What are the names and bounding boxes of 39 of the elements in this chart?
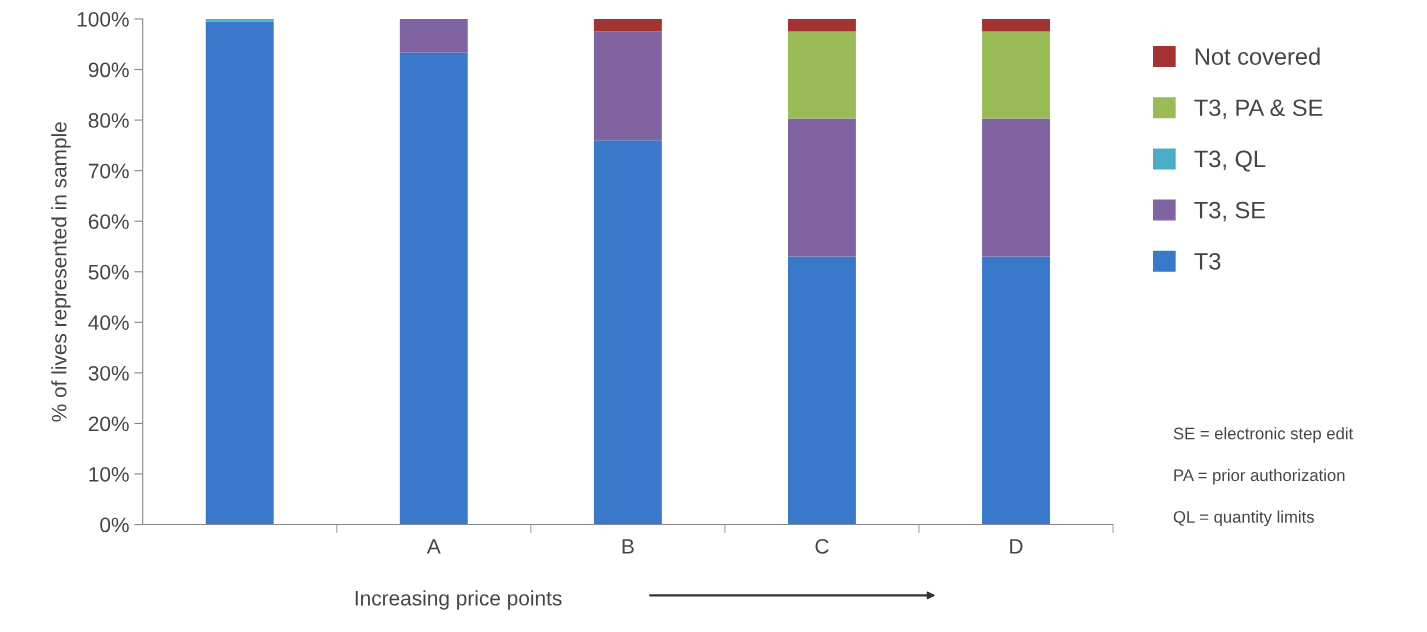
bar [982,31,1050,119]
y-tick-label: 10% [89,467,129,482]
x-tick-label: B [622,539,634,554]
bar [982,256,1050,525]
legend-label: T3, SE [1194,201,1266,222]
y-tick-label: 70% [88,163,129,179]
bar [593,31,662,141]
x-axis-title: Increasing price points [355,590,562,610]
y-tick-label: 0% [100,517,129,533]
bar [982,118,1050,257]
legend-label: T3 [1194,252,1221,270]
text: QL = quantity limits [1173,510,1314,527]
text: PA = prior authorization [1174,468,1345,485]
x-tick-label: D [1010,539,1023,554]
y-tick-label: 100% [77,11,129,27]
bar [787,118,856,257]
bar [205,21,274,525]
bar [593,18,662,32]
bar [593,140,662,525]
text: SE = electronic step edit [1173,427,1354,443]
y-tick-label: 30% [88,365,129,381]
bar [399,52,468,525]
legend-label: Not covered [1195,47,1320,65]
legend-label: T3, PA & SE [1194,99,1323,119]
y-tick-label: 40% [88,315,129,331]
bar [399,18,468,53]
y-tick-label: 50% [88,264,129,280]
x-tick-label: A [426,539,441,554]
x-tick-label: C [815,539,829,554]
y-tick-label: 20% [88,416,129,432]
bar [787,18,856,32]
bar [787,31,856,119]
y-tick-label: 60% [88,214,129,229]
bar [982,18,1050,32]
bar [787,256,856,525]
legend-label: T3, QL [1194,150,1266,172]
y-tick-label: 90% [88,62,129,78]
y-tick-label: 80% [88,113,129,128]
y-axis-title: % of lives represented in sample [51,122,71,422]
